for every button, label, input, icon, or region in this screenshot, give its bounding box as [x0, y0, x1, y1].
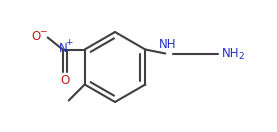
- Text: 2: 2: [238, 52, 244, 61]
- Text: O: O: [31, 30, 40, 43]
- Text: NH: NH: [222, 47, 240, 60]
- Text: N: N: [59, 42, 68, 55]
- Text: +: +: [65, 38, 73, 47]
- Text: −: −: [39, 26, 47, 35]
- Text: NH: NH: [158, 39, 176, 51]
- Text: O: O: [60, 74, 69, 87]
